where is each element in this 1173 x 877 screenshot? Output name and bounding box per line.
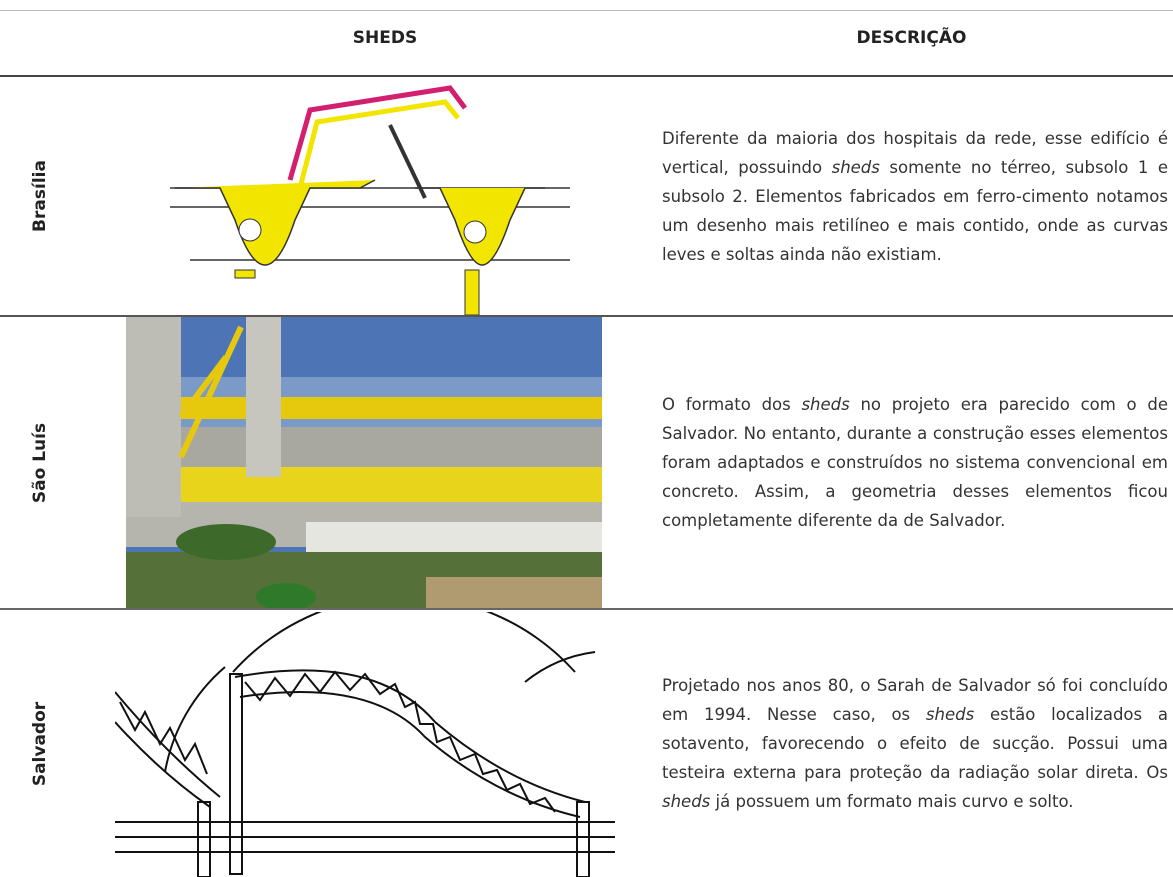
row-label-text: São Luís [30,422,51,503]
header-cell: SHEDS [352,28,418,48]
header-rule [0,75,1173,77]
description: Diferente da maioria dos hospitais da re… [662,124,1168,269]
text-run: no projeto era parecido com o de Salvado… [662,395,1168,530]
top-rule [0,10,1173,11]
text-run: O formato dos [662,395,802,414]
salvador-drawing [115,612,615,877]
description-cell: Projetado nos anos 80, o Sarah de Salvad… [662,610,1168,877]
header-cell: DESCRIÇÃO [856,28,967,48]
description-cell: Diferente da maioria dos hospitais da re… [662,77,1168,315]
description: O formato dos sheds no projeto era parec… [662,390,1168,535]
sao-luis-photo [126,317,602,608]
row-label: Salvador [0,610,80,877]
italic-text: sheds [831,157,880,177]
italic-text: sheds [801,395,850,414]
description-cell: O formato dos sheds no projeto era parec… [662,317,1168,608]
row-label-text: Brasília [29,160,50,232]
row-label: São Luís [0,317,80,608]
italic-text: sheds [662,792,711,811]
text-run: Projetado nos anos 80, o Sarah de Salvad… [662,676,1168,724]
row-label-text: Salvador [30,701,51,786]
italic-text: sheds [925,705,975,724]
row-label: Brasília [0,77,80,315]
row-rule [0,608,1173,610]
text-run: já possuem um formato mais curvo e solto… [710,792,1074,811]
text-run: estão localizados a sotavento, favorecen… [662,705,1168,782]
row-rule [0,315,1173,317]
text-run: Diferente da maioria dos hospitais da re… [662,128,1168,177]
text-run: somente no térreo, subsolo 1 e subsolo 2… [662,157,1168,264]
brasilia-sketch [170,85,570,315]
description: Projetado nos anos 80, o Sarah de Salvad… [662,671,1168,816]
